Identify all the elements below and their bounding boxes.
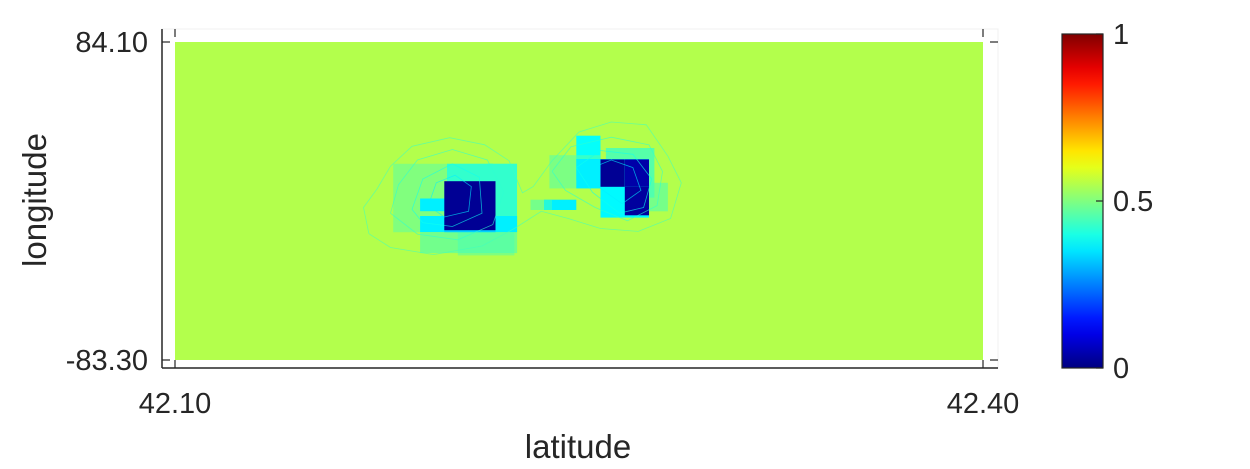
heatmap-cell	[444, 181, 496, 231]
heatmap-cell	[624, 186, 649, 216]
contour-line	[575, 150, 653, 214]
contour-line	[390, 149, 505, 241]
contour-line	[592, 159, 642, 205]
heatmap-background	[175, 42, 983, 360]
colorbar: 00.51	[1061, 19, 1153, 385]
heatmap-cell	[624, 159, 649, 187]
heatmap-cells	[393, 135, 668, 256]
x-tick-label: 42.40	[947, 388, 1020, 420]
x-axis-ticks: 42.10 42.40	[139, 29, 1020, 420]
y-tick-label: 84.10	[75, 27, 148, 59]
heatmap-cell	[530, 199, 552, 210]
heatmap-cell	[420, 232, 518, 254]
plot-area: 42.10 42.40 84.10 -83.30 latitude longitud…	[16, 27, 1019, 465]
x-tick-label: 42.10	[139, 388, 212, 420]
heatmap-cell	[600, 159, 625, 187]
heatmap-contours	[363, 121, 682, 256]
contour-line	[427, 174, 472, 218]
heatmap-cell	[420, 198, 447, 212]
contour-line	[363, 121, 682, 256]
y-axis-ticks: 84.10 -83.30	[66, 27, 998, 377]
heatmap-cell	[544, 199, 577, 210]
colorbar-ticks: 00.51	[1096, 19, 1153, 385]
contour-line	[411, 163, 483, 227]
contour-line	[551, 136, 663, 222]
x-axis-label: latitude	[525, 428, 631, 465]
y-axis-label: longitude	[16, 133, 53, 267]
colorbar-tick-label: 1	[1113, 19, 1129, 51]
colorbar-tick-label: 0	[1113, 353, 1129, 385]
colorbar-tick-label: 0.5	[1113, 186, 1153, 218]
y-tick-label: -83.30	[66, 345, 148, 377]
